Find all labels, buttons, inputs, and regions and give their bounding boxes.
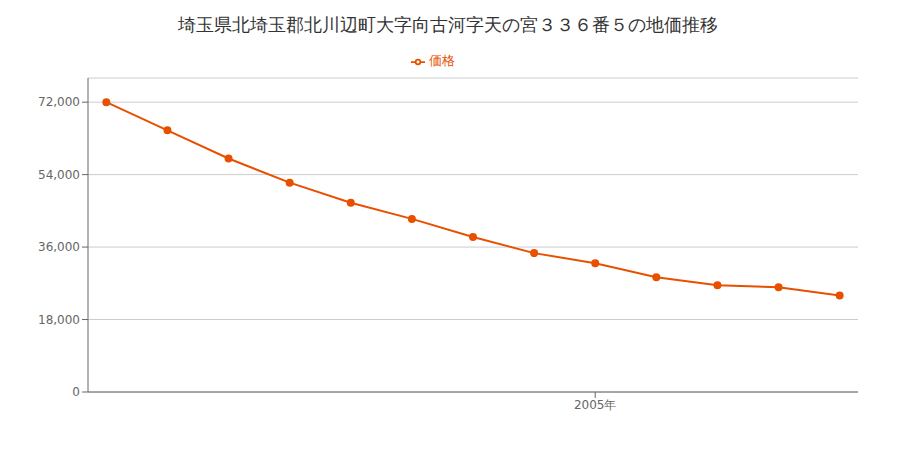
svg-text:0: 0 <box>72 385 80 399</box>
svg-text:36,000: 36,000 <box>38 240 80 254</box>
svg-text:2005年: 2005年 <box>574 398 617 412</box>
html-text:価格: 価格 <box>429 53 455 68</box>
svg-text:54,000: 54,000 <box>38 168 80 182</box>
svg-text:72,000: 72,000 <box>38 95 80 109</box>
html-text:埼玉県北埼玉郡北川辺町大字向古河字天の宮３３６番５の地価推移: 埼玉県北埼玉郡北川辺町大字向古河字天の宮３３６番５の地価推移 <box>178 14 718 35</box>
svg-text:18,000: 18,000 <box>38 313 80 327</box>
